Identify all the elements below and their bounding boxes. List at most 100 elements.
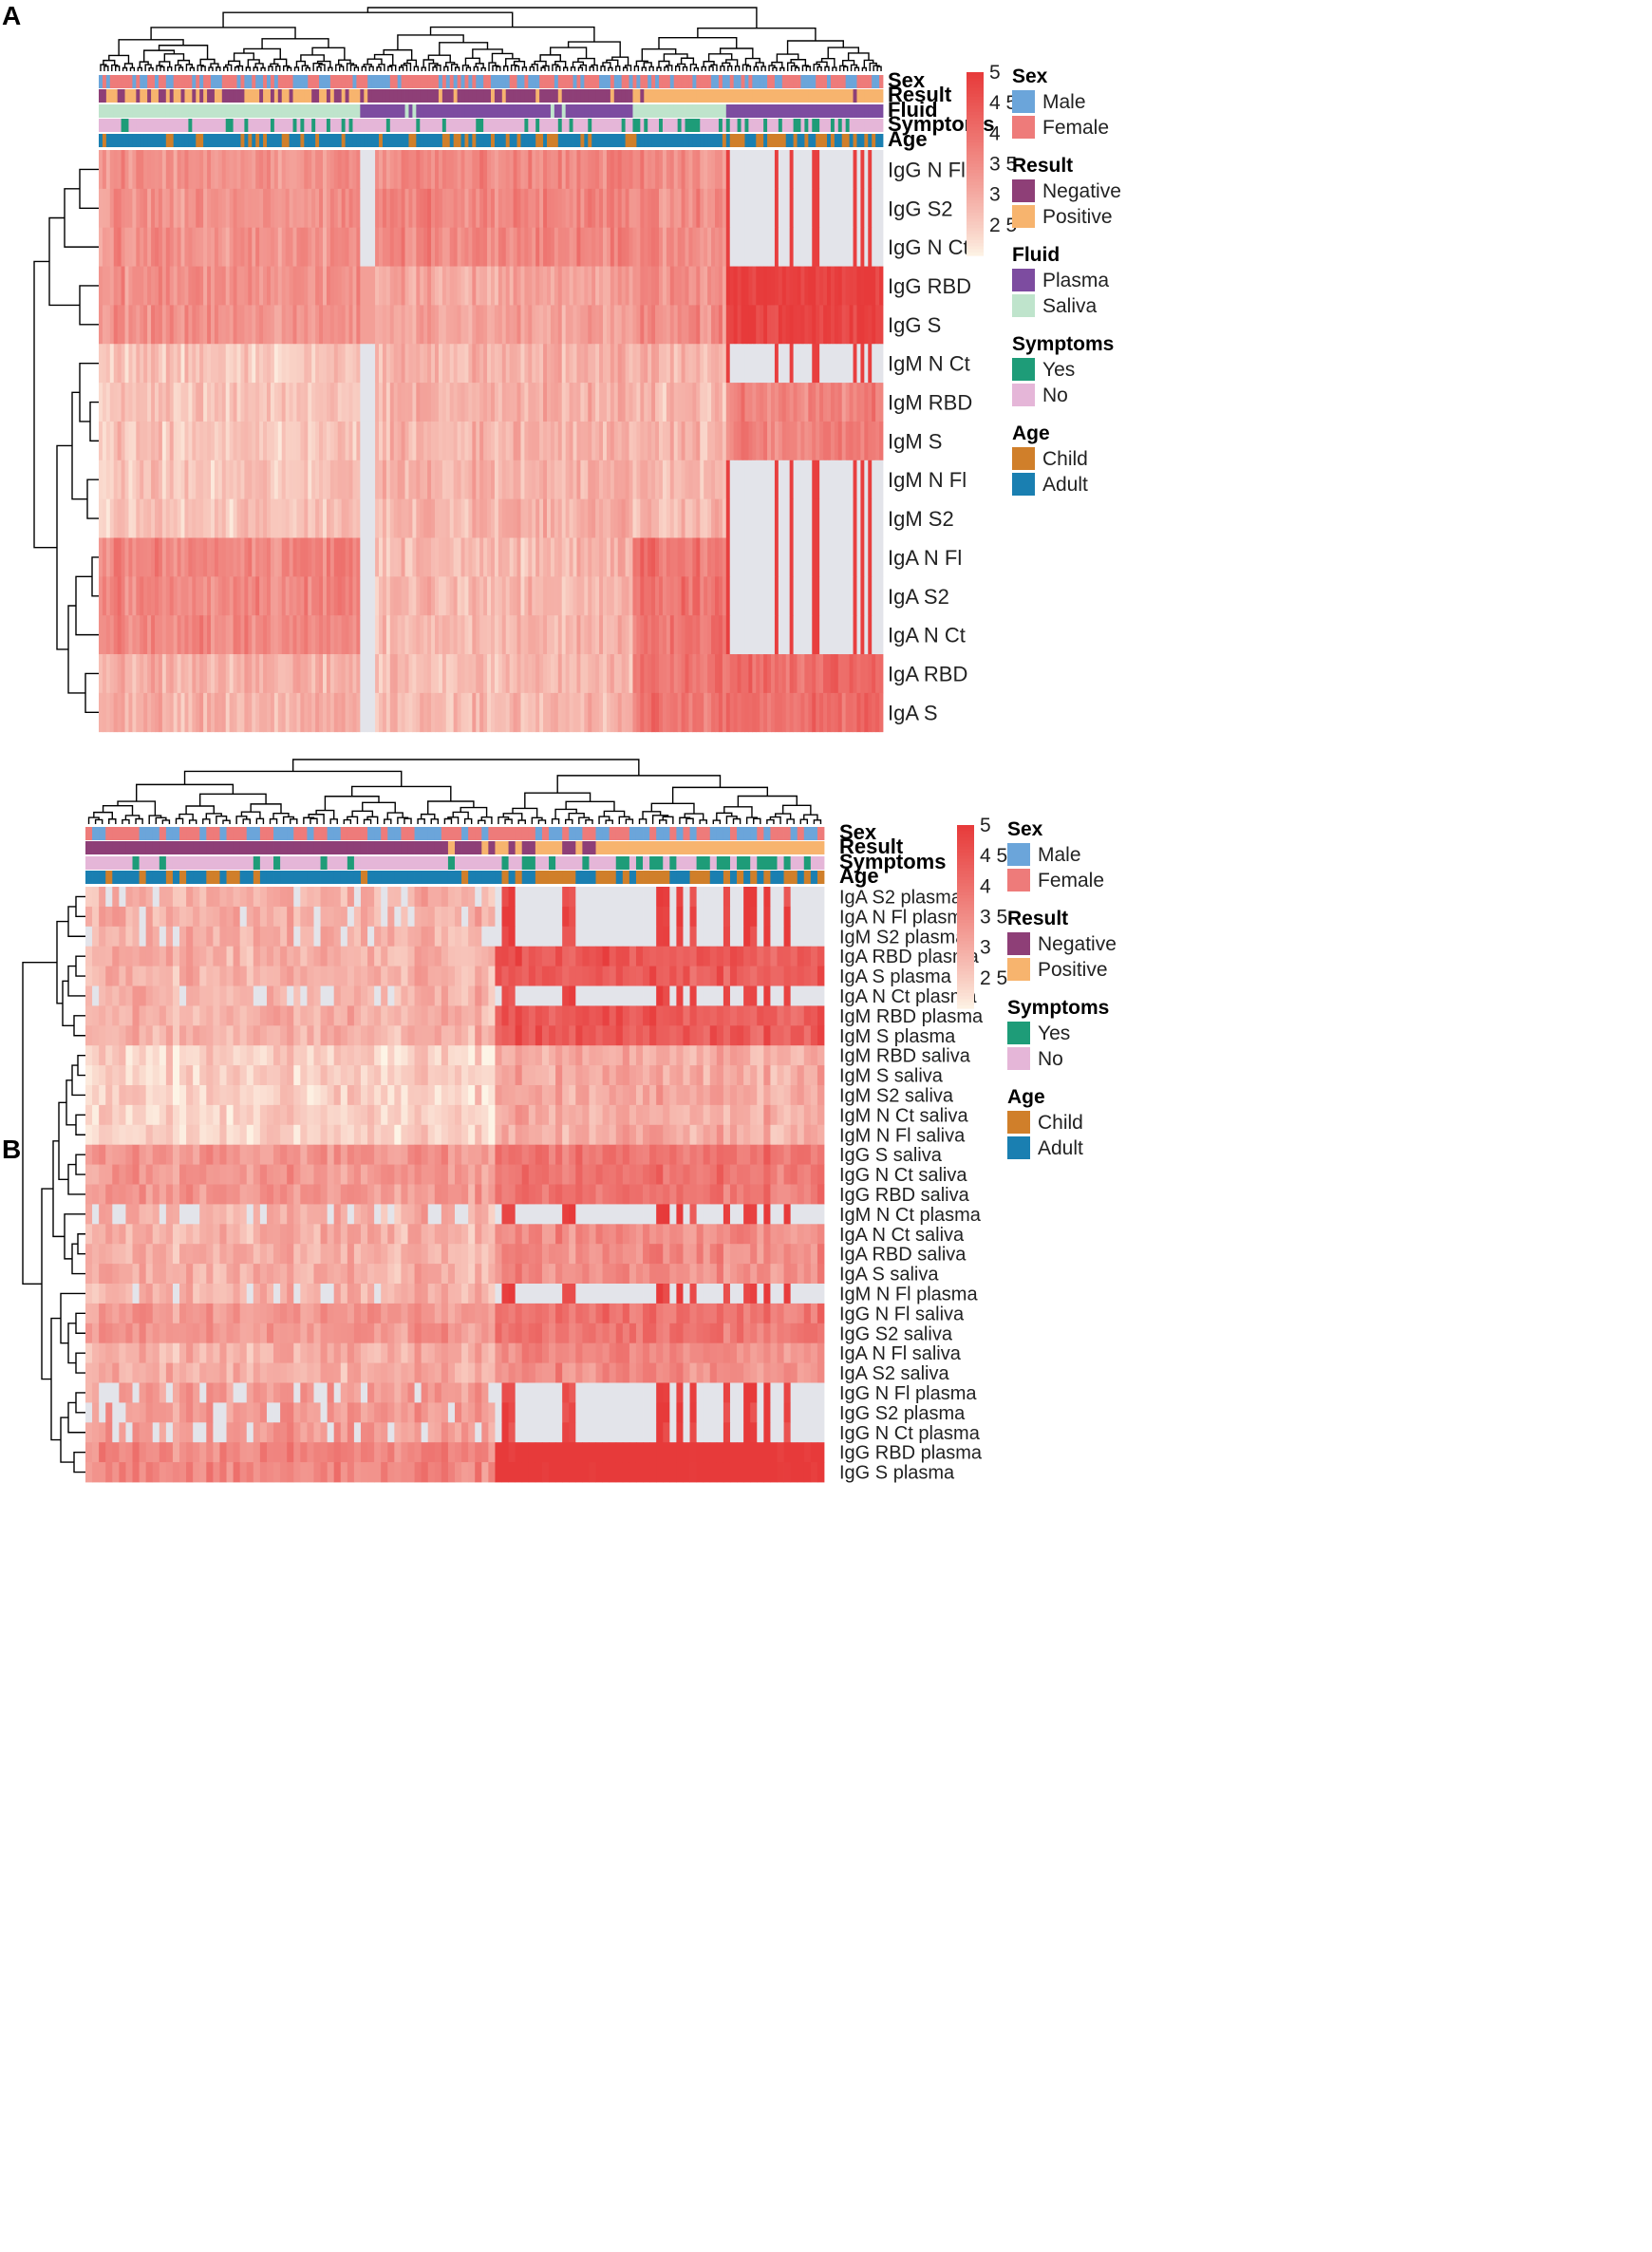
heatmap-cell [323,266,328,306]
annotation-cell-result [196,89,200,103]
heatmap-cell [669,188,675,229]
heatmap-cell [793,344,798,384]
heatmap-cell [532,498,536,538]
annotation-cell-symptoms [677,119,682,132]
heatmap-cell [841,266,847,306]
heatmap-cell [285,344,290,384]
heatmap-cell [554,615,559,655]
annotation-cell-result [497,89,503,103]
annotation-cell-sex [741,75,745,88]
heatmap-cell [528,615,533,655]
dendrogram-branch [177,59,191,66]
heatmap-cell [669,460,675,500]
heatmap-cell [184,344,189,384]
heatmap-cell [476,692,480,733]
annotation-cell-fluid [319,104,324,118]
annotation-cell-symptoms [394,856,402,870]
heatmap-cell [636,383,641,422]
dendrogram-branch [615,66,621,71]
heatmap-cell [441,498,447,538]
heatmap-cell [423,576,428,616]
annotation-cell-sex [725,75,731,88]
heatmap-cell [109,344,115,384]
dendrogram-branch [234,66,240,71]
annotation-cell-result [722,89,727,103]
heatmap-cell [371,615,376,655]
heatmap-cell [557,537,563,577]
heatmap-cell [121,576,125,616]
annotation-cell-age [225,134,231,147]
heatmap-cell [613,421,619,461]
annotation-cell-sex [186,827,194,840]
heatmap-cell [722,227,727,267]
annotation-cell-fluid [404,104,409,118]
heatmap-cell [240,188,245,229]
heatmap-cell [677,421,682,461]
annotation-cell-age [635,871,644,884]
heatmap-cell [501,537,507,577]
annotation-cell-symptoms [319,119,324,132]
heatmap-cell [401,498,405,538]
heatmap-cell [155,227,160,267]
heatmap-cell [606,227,611,267]
heatmap-cell [308,227,312,267]
heatmap-cell [319,692,324,733]
heatmap-cell [199,460,204,500]
heatmap-cell [722,498,727,538]
heatmap-cell [856,150,861,190]
dendrogram-branch [286,66,292,71]
heatmap-cell [124,227,129,267]
heatmap-cell [393,615,399,655]
heatmap-cell [277,460,283,500]
heatmap-cell [427,654,432,694]
heatmap-cell [550,150,555,190]
heatmap-cell [221,692,227,733]
heatmap-cell [128,654,133,694]
annotation-cell-symptoms [441,856,449,870]
annotation-cell-symptoms [113,119,119,132]
heatmap-cell [236,383,241,422]
heatmap-cell [864,227,869,267]
annotation-cell-symptoms [177,119,181,132]
heatmap-cell [438,150,443,190]
annotation-cell-age [501,134,507,147]
annotation-cell-age [648,134,652,147]
heatmap-cell [785,188,791,229]
heatmap-cell [151,537,156,577]
heatmap-cell [804,498,809,538]
annotation-cell-age [233,134,237,147]
annotation-cell-symptoms [580,119,585,132]
heatmap-cell [648,266,652,306]
heatmap-cell [864,188,869,229]
heatmap-cell [203,460,208,500]
annotation-cell-result [483,89,488,103]
heatmap-cell [763,692,768,733]
heatmap-cell [655,692,660,733]
annotation-cell-fluid [834,104,839,118]
heatmap-cell [105,692,111,733]
heatmap-cell [785,537,791,577]
annotation-cell-result [793,89,798,103]
heatmap-cell [707,188,712,229]
heatmap-cell [501,266,507,306]
heatmap-cell [595,344,600,384]
heatmap-cell [453,383,458,422]
heatmap-cell [516,576,521,616]
heatmap-cell [431,266,436,306]
heatmap-cell [659,266,664,306]
heatmap-cell [121,460,125,500]
annotation-cell-symptoms [266,856,274,870]
heatmap-cell [830,421,835,461]
heatmap-cell [333,421,339,461]
annotation-cell-age [532,134,536,147]
heatmap-cell [700,654,704,694]
heatmap-cell [539,227,544,267]
heatmap-cell [401,383,405,422]
annotation-cell-fluid [729,104,735,118]
heatmap-cell [625,576,629,616]
heatmap-cell [214,692,219,733]
annotation-cell-symptoms [718,119,723,132]
annotation-cell-sex [849,75,854,88]
annotation-cell-symptoms [379,119,384,132]
heatmap-cell [221,305,227,345]
